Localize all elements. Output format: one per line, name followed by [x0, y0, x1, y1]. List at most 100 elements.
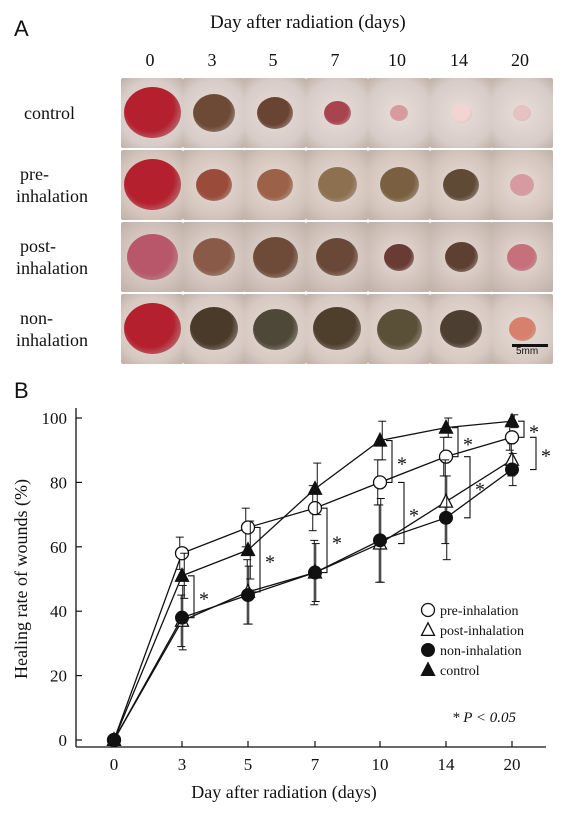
- wound-photo: [183, 294, 245, 364]
- wound-area: [384, 244, 414, 271]
- day-header-3: 3: [207, 50, 217, 70]
- row-label-1: pre-inhalation: [16, 163, 88, 207]
- wound-photo: [306, 78, 368, 148]
- row-label-line: post-: [20, 236, 56, 256]
- significance-asterisk: *: [541, 445, 551, 467]
- data-point-control: [240, 541, 256, 557]
- x-tick-label: 0: [110, 755, 119, 774]
- wound-photo: [368, 294, 430, 364]
- wound-photo: [491, 294, 553, 364]
- wound-area: [193, 238, 235, 276]
- wound-area: [510, 174, 534, 196]
- data-point-non-inhalation: [439, 510, 453, 525]
- y-tick-label: 100: [42, 409, 68, 428]
- scale-bar: 5mm: [512, 344, 548, 357]
- significance-asterisk: *: [265, 552, 275, 574]
- significance-asterisk: *: [463, 434, 473, 456]
- wound-photo: [121, 222, 183, 292]
- data-point-pre-inhalation: [372, 475, 388, 490]
- data-point-control: [438, 419, 454, 434]
- wound-area: [257, 97, 293, 129]
- legend-marker-post-inhalation: [420, 621, 436, 637]
- significance-asterisk: *: [397, 453, 407, 475]
- scale-bar-label: 5mm: [516, 346, 539, 357]
- x-tick-label: 10: [372, 755, 389, 774]
- wound-photo: [121, 150, 183, 220]
- legend-label-post-inhalation: post-inhalation: [440, 624, 524, 639]
- y-tick-label: 80: [50, 473, 67, 492]
- data-point-post-inhalation: [438, 493, 454, 508]
- panel-b-letter: B: [14, 378, 29, 403]
- wound-area: [513, 105, 531, 121]
- x-tick-label: 7: [311, 755, 320, 774]
- significance-bracket: [254, 526, 261, 593]
- scale-bar-line: [512, 344, 548, 347]
- wound-photo: [430, 150, 492, 220]
- wound-photo: [491, 78, 553, 148]
- wound-area: [318, 167, 357, 202]
- panel-a-letter: A: [14, 16, 29, 41]
- wound-area: [443, 169, 479, 201]
- legend-marker-pre-inhalation: [420, 602, 436, 618]
- wound-photo: [244, 222, 306, 292]
- x-axis-label: Day after radiation (days): [191, 782, 376, 803]
- day-header-14: 14: [450, 50, 468, 70]
- significance-bracket: [452, 427, 459, 458]
- data-point-pre-inhalation: [240, 520, 256, 535]
- y-tick-label: 0: [59, 731, 68, 750]
- row-label-line: non-: [20, 308, 53, 328]
- wound-area: [451, 104, 472, 123]
- data-point-non-inhalation: [241, 588, 255, 603]
- x-tick-label: 5: [244, 755, 253, 774]
- significance-asterisk: *: [332, 532, 342, 554]
- significance-asterisk: *: [409, 505, 419, 527]
- wound-area: [380, 167, 419, 202]
- wound-photo: [244, 150, 306, 220]
- wound-area: [324, 101, 351, 125]
- wound-photo: [430, 78, 492, 148]
- wound-area: [190, 307, 238, 350]
- data-point-non-inhalation: [373, 533, 387, 548]
- wound-photo: [368, 150, 430, 220]
- legend-label-pre-inhalation: pre-inhalation: [440, 604, 519, 619]
- wound-photo: [183, 150, 245, 220]
- significance-bracket: [188, 575, 195, 619]
- wound-area: [196, 169, 232, 201]
- panel-a-title: Day after radiation (days): [210, 12, 406, 33]
- wound-photo: [121, 294, 183, 364]
- wound-photo: [368, 222, 430, 292]
- data-point-pre-inhalation: [504, 430, 520, 445]
- y-tick-label: 20: [50, 667, 67, 686]
- wound-area: [257, 169, 293, 201]
- wound-photo: [368, 78, 430, 148]
- significance-bracket: [321, 507, 328, 574]
- data-point-non-inhalation: [308, 565, 322, 580]
- series-line-control: [113, 420, 513, 741]
- day-header-20: 20: [511, 50, 529, 70]
- row-label-line: inhalation: [16, 186, 88, 206]
- significance-bracket: [398, 481, 405, 545]
- row-label-line: control: [24, 103, 75, 123]
- day-header-5: 5: [268, 50, 278, 70]
- data-point-non-inhalation: [505, 462, 519, 477]
- wound-photo: [306, 294, 368, 364]
- wound-area: [440, 310, 482, 348]
- healing-rate-chart: 0 20 40 60 80 100 0 3 5 7 10 14 20 Day after radiatio…: [11, 408, 551, 803]
- data-point-control: [106, 731, 122, 747]
- data-point-non-inhalation: [175, 610, 189, 625]
- row-label-3: non-inhalation: [16, 307, 88, 351]
- wound-area: [316, 238, 358, 276]
- data-point-control: [307, 480, 323, 495]
- wound-area: [253, 237, 298, 278]
- wound-area: [127, 234, 178, 280]
- data-point-control: [174, 567, 190, 582]
- wound-photo: [491, 150, 553, 220]
- wound-area: [124, 159, 181, 210]
- x-tick-label: 14: [438, 755, 456, 774]
- x-tick-label: 3: [178, 755, 187, 774]
- legend-label-control: control: [440, 664, 480, 679]
- day-header-0: 0: [145, 50, 155, 70]
- significance-asterisk: *: [475, 479, 485, 501]
- wound-area: [313, 307, 361, 350]
- row-label-2: post-inhalation: [16, 235, 88, 279]
